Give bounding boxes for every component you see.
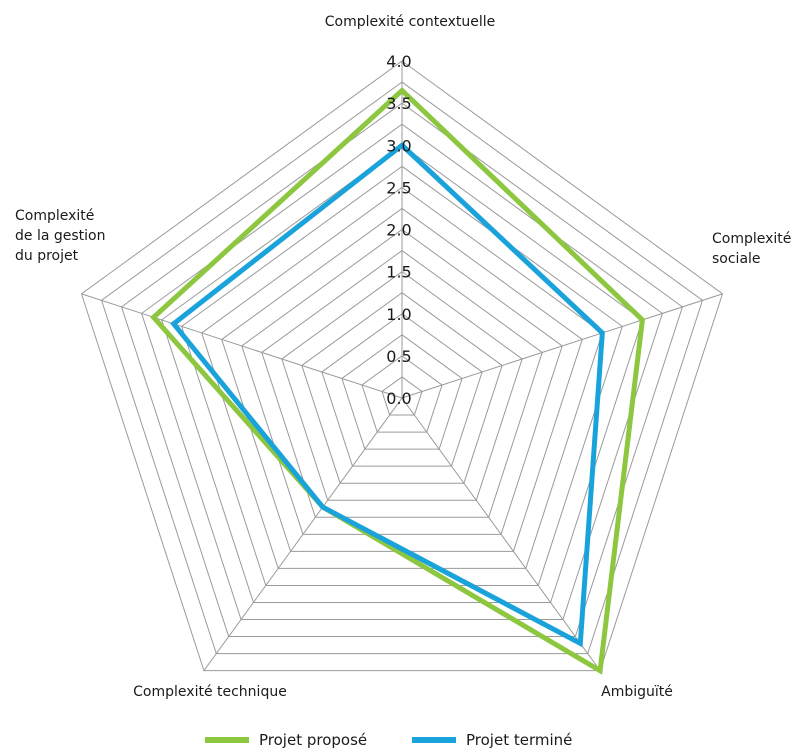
tick-label: 3.0 xyxy=(386,136,411,155)
series xyxy=(150,87,646,675)
grid-ring xyxy=(341,334,463,450)
axis-spokes xyxy=(81,61,723,671)
tick-label: 2.0 xyxy=(386,221,411,240)
tick-label: 1.0 xyxy=(386,305,411,324)
axis-spoke-technique xyxy=(203,397,403,671)
grid-ring xyxy=(100,81,704,655)
grid-ring xyxy=(201,186,603,569)
legend-label-0: Projet proposé xyxy=(259,731,367,749)
grid-ring xyxy=(181,165,623,586)
series-line-1 xyxy=(170,141,605,648)
tick-labels: 0.0 0.5 1.0 1.5 2.0 2.5 3.0 3.5 4.0 xyxy=(386,52,411,408)
grid-ring xyxy=(261,249,543,518)
axis-label-gestion: Complexité de la gestion du projet xyxy=(15,208,105,264)
tick-label: 2.5 xyxy=(386,178,411,197)
axis-label-contextuelle: Complexité contextuelle xyxy=(325,14,496,30)
axis-label-ambiguite: Ambiguïté xyxy=(601,684,673,700)
grid xyxy=(80,60,724,672)
axis-spoke-gestion xyxy=(81,293,403,399)
grid-ring xyxy=(301,292,503,484)
tick-label: 4.0 xyxy=(386,52,411,71)
grid-ring xyxy=(321,313,483,467)
grid-ring xyxy=(361,355,443,433)
grid-ring xyxy=(120,102,684,638)
series-line-0 xyxy=(150,87,646,675)
grid-ring xyxy=(141,123,663,621)
tick-label: 1.5 xyxy=(386,263,411,282)
tick-label: 3.5 xyxy=(386,94,411,113)
axis-label-sociale: Complexité sociale xyxy=(712,231,791,267)
grid-ring xyxy=(281,271,523,501)
axis-label-technique: Complexité technique xyxy=(133,684,287,700)
legend-label-1: Projet terminé xyxy=(466,731,572,749)
grid-ring xyxy=(80,60,724,672)
grid-ring xyxy=(381,376,423,416)
tick-label: 0.5 xyxy=(386,347,411,366)
legend: Projet proposé Projet terminé xyxy=(205,731,572,749)
grid-ring xyxy=(241,228,563,535)
axis-spoke-sociale xyxy=(401,293,723,399)
axis-labels: Complexité contextuelle Complexité sociale… xyxy=(15,14,791,700)
axis-spoke-ambiguite xyxy=(401,397,601,671)
grid-ring xyxy=(161,144,643,603)
tick-label: 0.0 xyxy=(386,389,411,408)
